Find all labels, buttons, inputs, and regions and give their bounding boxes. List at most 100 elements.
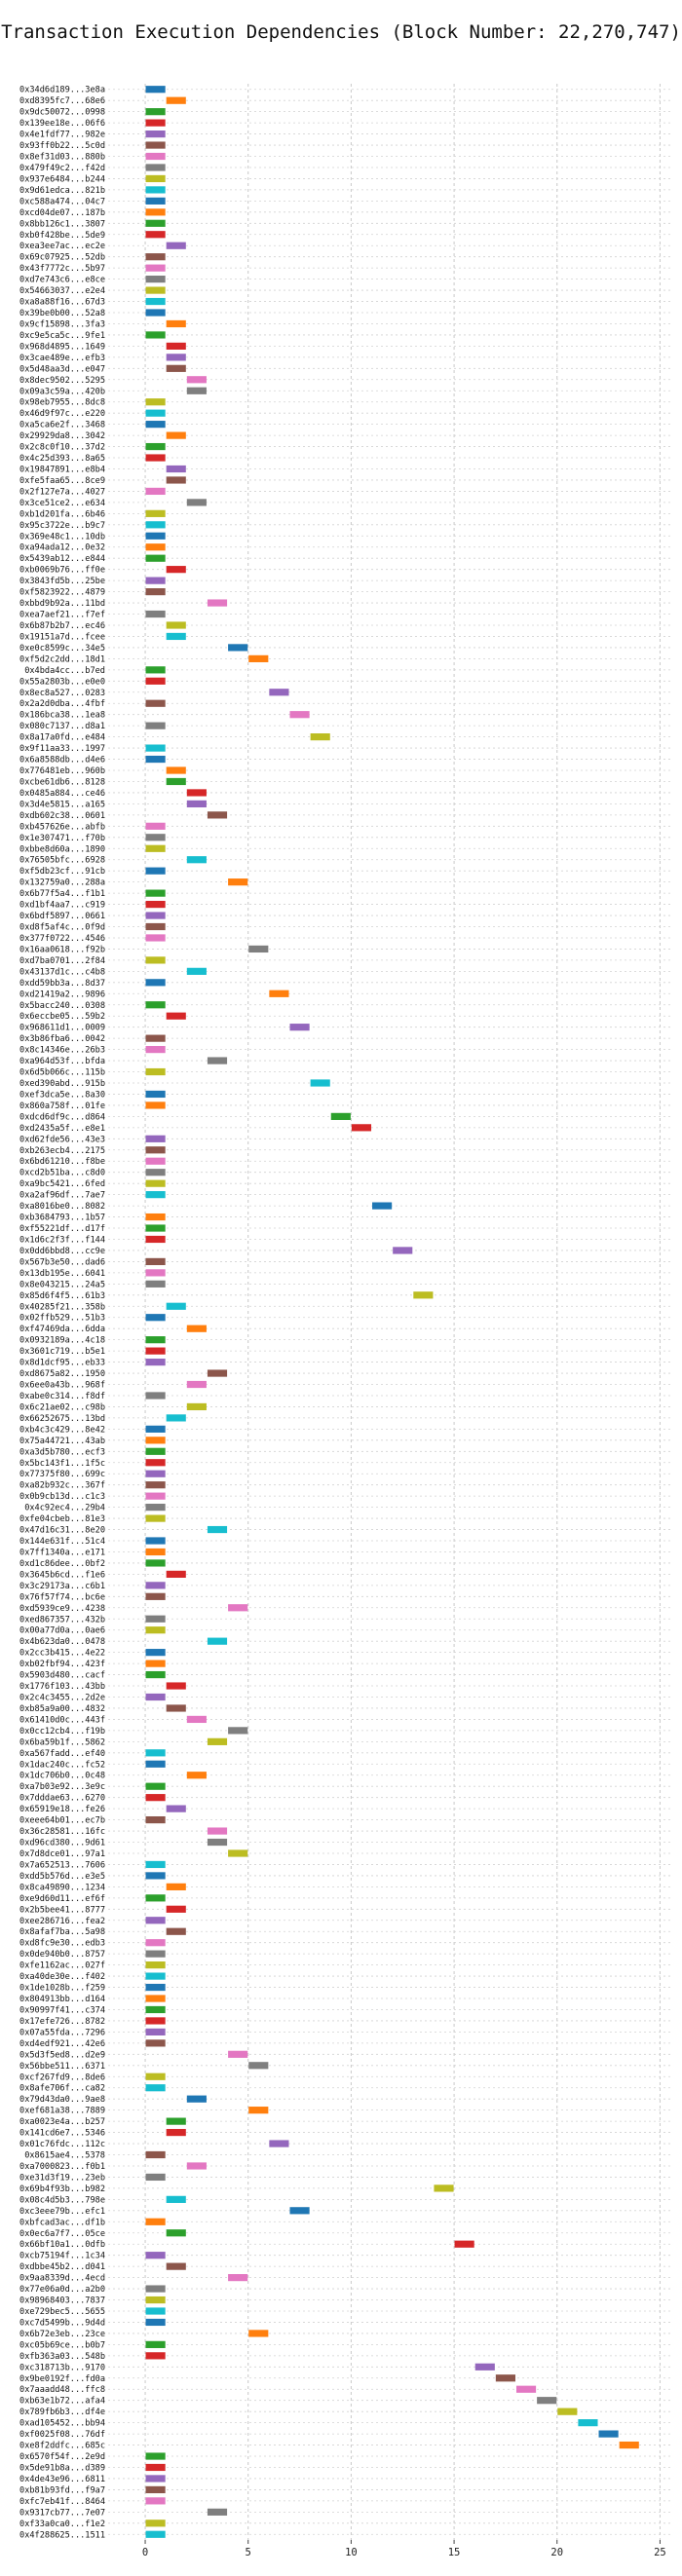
transaction-bar: [207, 811, 228, 819]
transaction-bar: [166, 766, 186, 774]
transaction-bar: [248, 654, 269, 662]
transaction-bar: [186, 499, 207, 506]
transaction-bar: [145, 164, 166, 171]
transaction-bar: [145, 1191, 166, 1199]
transaction-label: 0xd2435a5f...e8e1: [19, 1124, 105, 1134]
transaction-label: 0x369e48c1...10db: [19, 532, 105, 541]
transaction-label: 0xed390abd...915b: [19, 1079, 105, 1089]
transaction-label: 0x8ef31d03...880b: [19, 153, 105, 163]
transaction-label: 0xfe04cbeb...81e3: [19, 1514, 105, 1524]
transaction-label: 0xf5db23cf...91cb: [19, 867, 105, 877]
transaction-bar: [145, 1961, 166, 1969]
transaction-bar: [289, 2207, 310, 2215]
transaction-bar: [145, 286, 166, 294]
transaction-bar: [166, 2128, 186, 2137]
transaction-label: 0xeee64b01...ec7b: [19, 1816, 105, 1826]
transaction-label: 0xd8675a82...1950: [19, 1369, 105, 1379]
transaction-label: 0xee286716...fea2: [19, 1917, 105, 1926]
transaction-bar: [145, 1995, 166, 2002]
transaction-bar: [145, 1046, 166, 1054]
transaction-label: 0x01c76fdc...112c: [19, 2140, 105, 2149]
transaction-bar: [186, 2162, 207, 2170]
transaction-bar: [145, 309, 166, 317]
transaction-label: 0x29929da8...3042: [19, 431, 105, 441]
transaction-label: 0x93ff0b22...5c0d: [19, 141, 105, 151]
transaction-label: 0xf33a0ca0...f1e2: [19, 2520, 105, 2529]
transaction-bar: [145, 1983, 166, 1992]
transaction-label: 0xe8f2ddfc...685c: [19, 2442, 105, 2451]
transaction-bar: [166, 2229, 186, 2237]
transaction-bar: [145, 186, 166, 194]
transaction-label: 0x08c4d5b3...798e: [19, 2195, 105, 2205]
transaction-label: 0x6ba59b1f...5862: [19, 1737, 105, 1747]
transaction-label: 0x2b5bee41...8777: [19, 1905, 105, 1915]
transaction-bar: [145, 1693, 166, 1701]
transaction-label: 0x5bacc240...0308: [19, 1001, 105, 1011]
transaction-label: 0x0dd6bbd8...cc9e: [19, 1247, 105, 1256]
transaction-bar: [166, 342, 186, 350]
transaction-label: 0x0932189a...4c18: [19, 1336, 105, 1346]
transaction-label: 0xc7d5499b...9d4d: [19, 2318, 105, 2328]
transaction-label: 0x6d5b066c...115b: [19, 1068, 105, 1078]
transaction-label: 0xcd2b51ba...c8d0: [19, 1169, 105, 1178]
transaction-label: 0xb4c3c429...8e42: [19, 1425, 105, 1435]
x-tick-label: 5: [246, 2547, 251, 2558]
transaction-bar: [145, 1034, 166, 1042]
transaction-bar: [145, 922, 166, 931]
transaction-bar: [145, 2072, 166, 2080]
transaction-label: 0x16aa0618...f92b: [19, 945, 105, 954]
transaction-bar: [145, 174, 166, 183]
transaction-label: 0x3cae489e...efb3: [19, 354, 105, 363]
transaction-label: 0x00a77d0a...0ae6: [19, 1626, 105, 1636]
chart-title: Transaction Execution Dependencies (Bloc…: [1, 21, 681, 43]
transaction-label: 0xa94ada12...0e32: [19, 543, 105, 553]
transaction-label: 0x8d1dcf95...eb33: [19, 1359, 105, 1368]
transaction-bar: [145, 1514, 166, 1522]
transaction-label: 0xe9d60d11...ef6f: [19, 1894, 105, 1904]
transaction-label: 0xa5ca6e2f...3468: [19, 421, 105, 430]
transaction-label: 0x4de43e96...6811: [19, 2475, 105, 2484]
x-tick-label: 15: [448, 2547, 461, 2558]
transaction-bar: [145, 253, 166, 261]
transaction-bar: [145, 2084, 166, 2092]
transaction-bar: [166, 1805, 186, 1812]
transaction-bar: [145, 1146, 166, 1154]
transaction-label: 0xa7b03e92...3e9c: [19, 1782, 105, 1792]
transaction-bar: [145, 2452, 166, 2460]
transaction-label: 0x7d8dce01...97a1: [19, 1849, 105, 1859]
transaction-label: 0x43f7772c...5b97: [19, 264, 105, 274]
transaction-bar: [145, 1917, 166, 1924]
transaction-bar: [145, 1760, 166, 1768]
transaction-label: 0x2f127e7a...4027: [19, 487, 105, 497]
transaction-bar: [166, 2262, 186, 2270]
transaction-label: 0xa0023e4a...b257: [19, 2117, 105, 2127]
transaction-bar: [145, 108, 166, 116]
transaction-label: 0xd5939ce9...4238: [19, 1604, 105, 1614]
transaction-bar: [166, 1302, 186, 1310]
transaction-label: 0x4b623da0...0478: [19, 1637, 105, 1647]
transaction-label: 0x56bbe511...6371: [19, 2062, 105, 2072]
transaction-label: 0x3ce51ce2...e634: [19, 499, 105, 508]
transaction-bar: [248, 2107, 269, 2114]
transaction-bar: [145, 889, 166, 897]
transaction-label: 0x85d6f4f5...61b3: [19, 1291, 105, 1301]
transaction-label: 0x132759a0...288a: [19, 878, 105, 888]
transaction-bar: [145, 912, 166, 919]
transaction-label: 0x3d4e5815...a165: [19, 800, 105, 809]
transaction-label: 0x7a652513...7606: [19, 1860, 105, 1870]
transaction-label: 0x2c8c0f10...37d2: [19, 443, 105, 453]
transaction-label: 0xcd04de07...187b: [19, 208, 105, 218]
transaction-label: 0xc9e5ca5c...9fe1: [19, 331, 105, 341]
transaction-bar: [145, 2296, 166, 2304]
transaction-label: 0x46d9f97c...e220: [19, 409, 105, 419]
transaction-bar: [145, 722, 166, 729]
transaction-label: 0x139ee18e...06f6: [19, 119, 105, 129]
transaction-label: 0x98968403...7837: [19, 2296, 105, 2306]
transaction-label: 0x8bb126c1...3807: [19, 219, 105, 229]
transaction-bar: [537, 2397, 557, 2405]
transaction-bar: [145, 2352, 166, 2360]
transaction-label: 0xdcd6df9c...d864: [19, 1112, 105, 1122]
transaction-bar: [186, 1325, 207, 1332]
transaction-label: 0x7dddae63...6270: [19, 1794, 105, 1804]
